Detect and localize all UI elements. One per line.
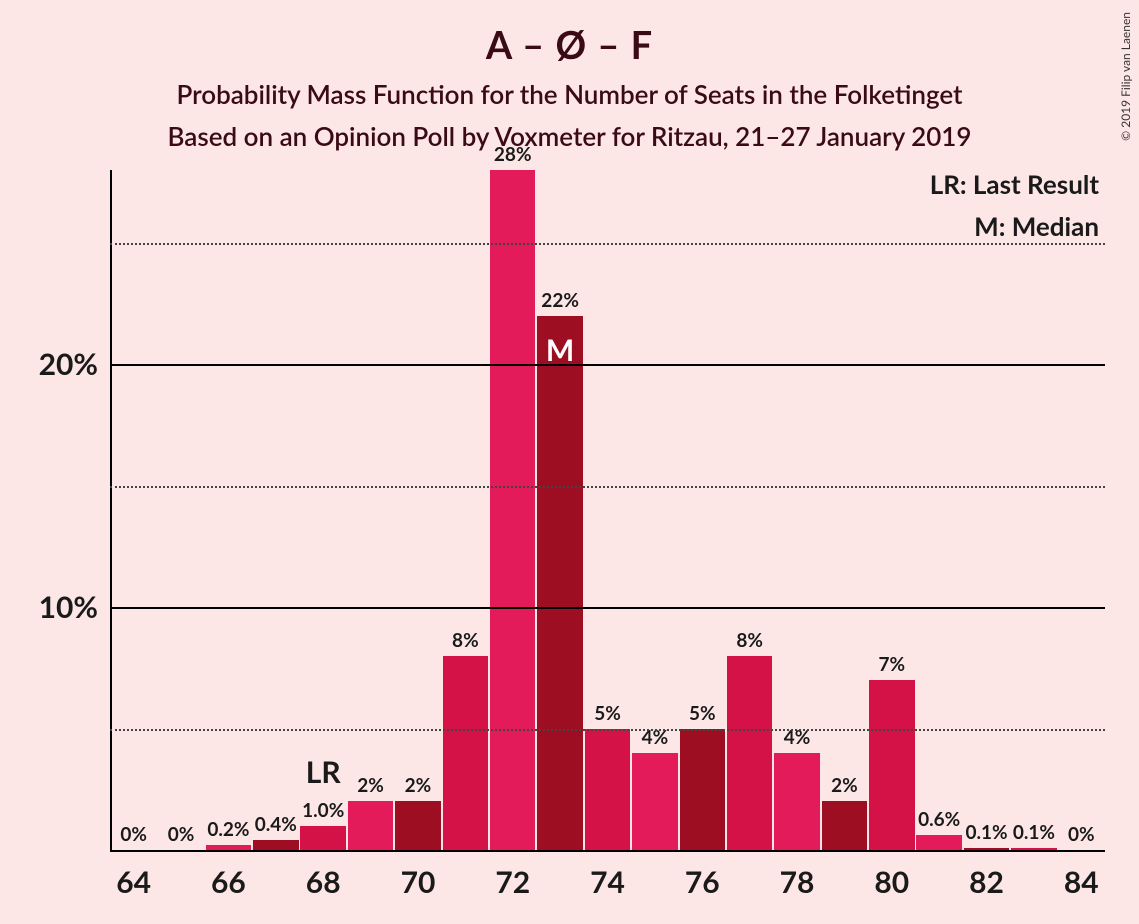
bar-value-label: 8% <box>736 629 763 656</box>
bar-value-label: 0.1% <box>965 821 1007 848</box>
x-tick-label: 84 <box>1064 850 1099 900</box>
bar-value-label: 8% <box>452 629 479 656</box>
bar: 7% <box>869 680 914 850</box>
bar-value-label: 0.2% <box>207 818 249 845</box>
copyright-text: © 2019 Filip van Laenen <box>1118 12 1133 141</box>
x-tick-label: 76 <box>685 850 720 900</box>
bar: 4% <box>632 753 677 850</box>
bar-value-label: 2% <box>405 774 432 801</box>
x-tick-label: 66 <box>211 850 246 900</box>
bar-value-label: 0% <box>1068 823 1095 850</box>
gridline <box>110 486 1105 488</box>
bar: 28% <box>490 170 535 850</box>
bar-value-label: 5% <box>594 702 621 729</box>
plot-area: 0%0%0.2%0.4%1.0%LR2%2%8%28%22%M5%4%5%8%4… <box>110 170 1105 850</box>
gridline <box>110 364 1105 366</box>
x-tick-label: 64 <box>116 850 151 900</box>
bar-value-label: 0.1% <box>1013 821 1055 848</box>
bar: 2% <box>348 801 393 850</box>
median-marker: M <box>546 332 574 368</box>
y-tick-label: 20% <box>39 346 110 382</box>
bar-value-label: 0.4% <box>255 813 297 840</box>
gridline <box>110 607 1105 609</box>
bar: 4% <box>774 753 819 850</box>
gridline <box>110 729 1105 731</box>
x-tick-label: 80 <box>874 850 909 900</box>
bar-value-label: 5% <box>689 702 716 729</box>
y-tick-label: 10% <box>39 589 110 625</box>
bars-layer: 0%0%0.2%0.4%1.0%LR2%2%8%28%22%M5%4%5%8%4… <box>110 170 1105 850</box>
x-tick-label: 72 <box>495 850 530 900</box>
last-result-marker: LR <box>306 754 341 826</box>
bar-value-label: 0% <box>120 823 147 850</box>
bar: 5% <box>680 729 725 850</box>
x-tick-label: 82 <box>969 850 1004 900</box>
chart-title: A – Ø – F <box>0 22 1139 68</box>
bar: 8% <box>727 656 772 850</box>
x-tick-label: 70 <box>401 850 436 900</box>
bar: 8% <box>443 656 488 850</box>
bar: 2% <box>822 801 867 850</box>
gridline <box>110 243 1105 245</box>
bar-value-label: 7% <box>878 653 905 680</box>
bar-value-label: 2% <box>357 774 384 801</box>
bar: 2% <box>395 801 440 850</box>
x-tick-label: 68 <box>306 850 341 900</box>
bar: 0.6% <box>916 835 961 850</box>
bar: 22%M <box>537 316 582 850</box>
bar: 1.0%LR <box>300 826 345 850</box>
bar-value-label: 22% <box>541 289 579 316</box>
bar-value-label: 2% <box>831 774 858 801</box>
bar-value-label: 28% <box>494 143 532 170</box>
chart-subtitle-1: Probability Mass Function for the Number… <box>0 78 1139 110</box>
bar-value-label: 0.6% <box>918 808 960 835</box>
x-tick-label: 78 <box>780 850 815 900</box>
chart-subtitle-2: Based on an Opinion Poll by Voxmeter for… <box>0 120 1139 152</box>
bar: 0.4% <box>253 840 298 850</box>
x-tick-label: 74 <box>590 850 625 900</box>
bar: 5% <box>585 729 630 850</box>
bar-value-label: 0% <box>168 823 195 850</box>
chart-container: A – Ø – F Probability Mass Function for … <box>0 0 1139 924</box>
